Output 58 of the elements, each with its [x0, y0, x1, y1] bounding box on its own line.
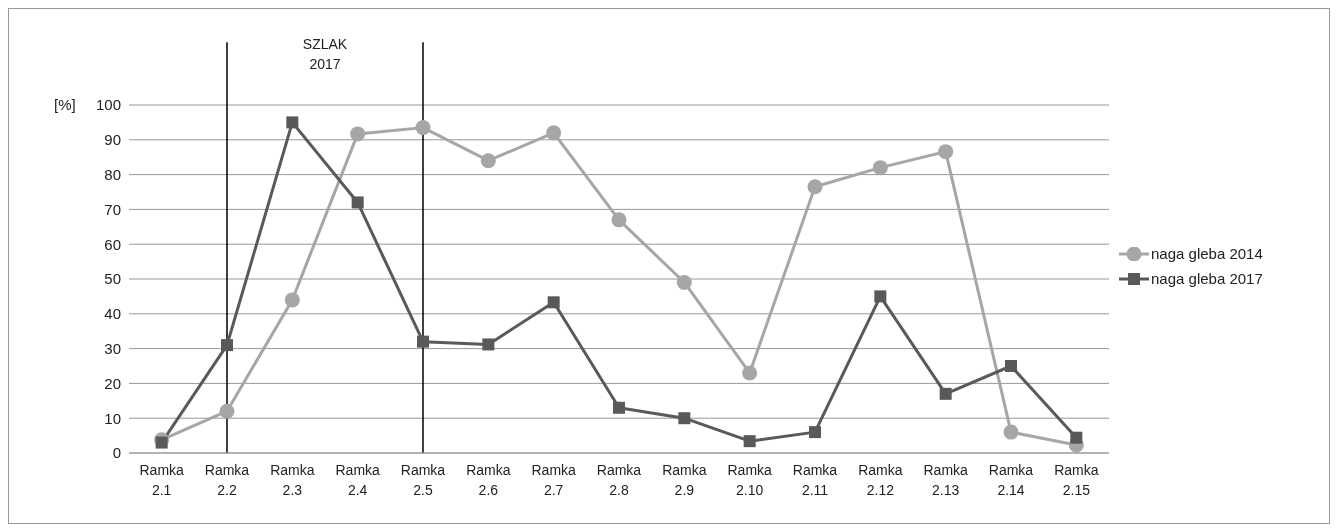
point	[1003, 424, 1019, 440]
y-tick-label: 60	[104, 235, 121, 253]
point	[417, 335, 429, 348]
x-tick-label: Ramka 2.4	[335, 462, 381, 498]
x-tick-label: Ramka 2.6	[466, 462, 511, 498]
point	[219, 403, 235, 419]
x-tick-label: Ramka 2.12	[858, 462, 903, 498]
x-tick-label: Ramka 2.3	[270, 462, 315, 498]
y-tick-label: 20	[104, 374, 121, 392]
x-tick-label: Ramka 2.11	[792, 462, 838, 498]
point	[482, 338, 495, 351]
point	[480, 153, 496, 169]
x-tick-label: Ramka 2.8	[596, 462, 642, 498]
x-tick-label: Ramka 2.1	[139, 462, 185, 498]
point	[676, 274, 692, 290]
x-tick-label: Ramka 2.5	[400, 462, 446, 498]
point	[547, 296, 560, 309]
point	[284, 292, 300, 308]
y-tick-label: 10	[104, 409, 121, 427]
point	[546, 125, 562, 141]
point	[221, 339, 233, 352]
point	[807, 179, 823, 195]
point	[874, 290, 887, 303]
y-tick-label: 90	[104, 131, 121, 149]
legend-label: naga gleba 2017	[1151, 270, 1263, 287]
y-tick-label: 80	[104, 165, 121, 183]
y-tick-label: 100	[95, 96, 121, 114]
point	[743, 435, 756, 448]
y-axis-title: [%]	[54, 96, 76, 113]
point	[350, 126, 366, 142]
point	[286, 116, 299, 129]
point	[939, 387, 952, 400]
text: SZLAK 2017	[302, 36, 348, 73]
x-tick-label: Ramka 2.7	[531, 462, 577, 498]
legend-label: naga gleba 2014	[1151, 245, 1263, 262]
x-tick-label: Ramka 2.13	[923, 462, 969, 498]
y-tick-label: 50	[104, 270, 121, 288]
point	[611, 212, 627, 228]
x-tick-label: Ramka 2.9	[662, 462, 707, 498]
x-tick-label: Ramka 2.15	[1054, 462, 1099, 498]
y-tick-label: 30	[104, 339, 121, 357]
y-tick-label: 70	[104, 200, 121, 218]
point	[415, 120, 431, 136]
point	[742, 365, 758, 381]
y-tick-label: 0	[112, 444, 121, 462]
point	[1070, 431, 1083, 444]
point	[938, 144, 954, 160]
point	[613, 401, 625, 414]
x-tick-label: Ramka 2.2	[204, 462, 250, 498]
point	[872, 160, 888, 176]
y-tick-label: 40	[104, 305, 121, 323]
x-tick-label: Ramka 2.10	[727, 462, 773, 498]
point	[155, 436, 168, 449]
point	[809, 426, 821, 439]
point	[678, 412, 691, 425]
point	[1005, 360, 1017, 372]
point	[351, 196, 364, 209]
x-tick-label: Ramka 2.14	[988, 462, 1034, 498]
